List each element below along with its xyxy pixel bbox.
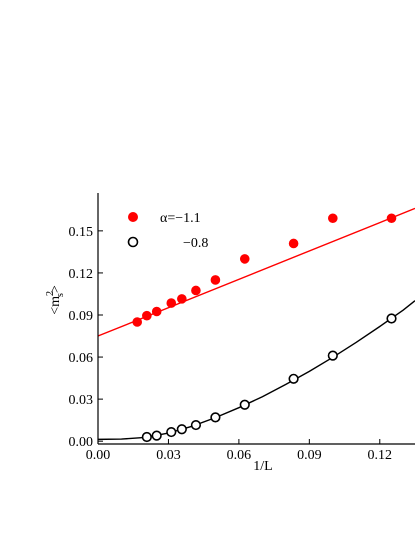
y-tick-label: 0.09 <box>69 309 94 324</box>
data-point-series-2 <box>288 373 299 384</box>
data-point-series-1 <box>177 294 187 304</box>
y-ticks: 0.00 0.03 0.06 0.09 0.12 0.15 <box>69 225 103 450</box>
legend-marker-series-1 <box>128 212 138 222</box>
legend: α=−1.1 −0.8 <box>127 211 208 251</box>
x-tick-label: 0.09 <box>297 448 322 463</box>
data-point-series-1 <box>239 254 250 264</box>
data-point-series-2 <box>190 419 202 431</box>
x-axis-label: 1/L <box>253 459 272 474</box>
y-tick-label: 0.06 <box>69 351 94 366</box>
data-point-series-2 <box>386 313 397 324</box>
data-point-series-1 <box>210 275 221 285</box>
x-tick-label: 0.12 <box>368 448 393 463</box>
legend-marker-series-2 <box>127 236 139 248</box>
legend-label-series-1: α=−1.1 <box>160 211 201 226</box>
data-point-series-1 <box>151 306 162 317</box>
y-tick-label: 0.00 <box>69 435 94 450</box>
data-point-series-2 <box>141 431 152 443</box>
data-point-series-2 <box>210 412 221 423</box>
data-point-series-1 <box>132 317 143 327</box>
axes <box>97 193 415 445</box>
data-point-series-1 <box>328 213 338 224</box>
data-point-series-1 <box>166 298 177 308</box>
data-point-series-1 <box>191 285 201 296</box>
x-tick-label: 0.06 <box>227 448 252 463</box>
y-tick-label: 0.15 <box>69 225 94 240</box>
data-point-series-2 <box>239 399 250 410</box>
y-tick-label: 0.03 <box>69 393 94 408</box>
x-ticks: 0.00 0.03 0.06 0.09 0.12 <box>86 439 392 463</box>
data-point-series-2 <box>327 350 338 361</box>
data-points <box>132 213 397 443</box>
svg-text:<m2s>: <m2s> <box>45 285 66 315</box>
data-point-series-2 <box>166 426 177 438</box>
data-point-series-1 <box>386 213 397 224</box>
x-tick-label: 0.03 <box>156 448 181 463</box>
y-tick-label: 0.12 <box>69 267 94 282</box>
data-point-series-2 <box>176 424 187 435</box>
data-point-series-1 <box>142 310 152 321</box>
data-point-series-2 <box>151 430 162 441</box>
data-point-series-1 <box>288 238 299 249</box>
legend-label-series-2: −0.8 <box>183 236 208 251</box>
y-axis-label: <m2s> <box>45 285 66 315</box>
x-tick-label: 0.00 <box>86 448 111 463</box>
